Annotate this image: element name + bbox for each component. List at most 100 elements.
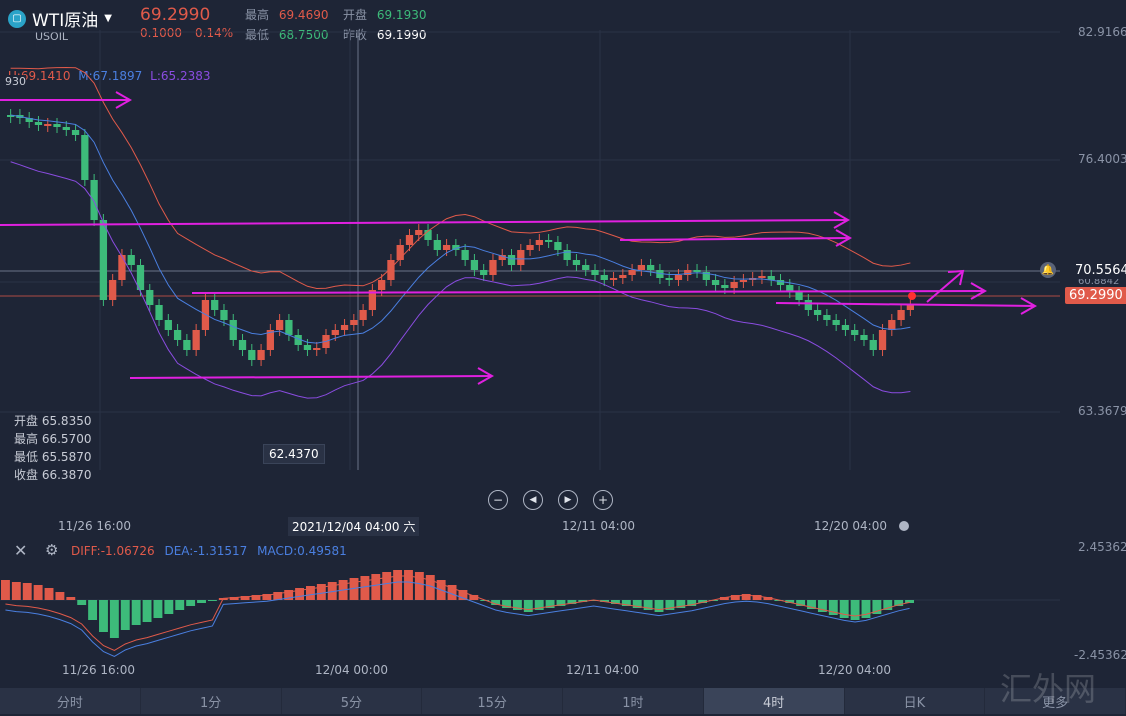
chevron-down-icon[interactable]: ▼ [104,13,112,24]
macd-bar [425,575,435,600]
candle-body [173,330,182,340]
macd-bar [752,595,762,600]
scroll-right-button[interactable]: ▶ [558,490,578,510]
symbol-name: WTI原油 [32,11,99,31]
bollinger-mid-line [10,114,911,344]
macd-bar [327,582,337,600]
candle-body [238,340,247,350]
candle-body [721,285,729,288]
macd-bar [109,600,119,638]
crosshair-ohlc: 开盘 65.8350 最高 66.5700 最低 65.5870 收盘 66.3… [14,412,91,484]
candle-body [378,280,386,290]
current-price-tag: 69.2990 [1065,287,1126,304]
macd-bar [207,600,217,601]
candle-body [517,250,525,265]
candle-body [220,310,228,320]
scroll-left-button[interactable]: ◀ [523,490,543,510]
macd-bar [545,600,555,608]
macd-bar [654,600,664,612]
candle-body [795,292,803,300]
candle-body [340,325,349,330]
tab-day[interactable]: 日K [845,688,986,714]
candle-body [405,235,414,245]
ohlc-open: 开盘 65.8350 [14,414,92,428]
macd-bar [523,600,533,612]
candle-body [275,320,284,330]
candle-body [665,278,673,280]
candle-body [609,278,618,280]
macd-bar [153,600,163,618]
settings-icon[interactable]: ⚙ [45,541,59,559]
annotation-arrow [926,271,963,303]
candle-body [470,260,479,270]
macd-bar [687,600,697,606]
tab-1h[interactable]: 1时 [563,688,704,714]
symbol-header[interactable]: ▢ WTI原油 ▼ [8,6,112,31]
tab-4h[interactable]: 4时 [703,688,845,714]
alert-bell-icon[interactable]: 🔔 [1040,262,1056,278]
candle-body [90,180,98,220]
candle-body [118,255,126,280]
candle-body [359,310,367,320]
candle-body [127,255,135,265]
candle-body [823,315,831,320]
close-icon[interactable]: ✕ [14,541,28,560]
annotation-arrowhead [115,91,133,109]
macd-chart[interactable] [0,555,1060,665]
macd-bar [807,600,816,609]
candle-body [461,250,469,260]
candle-body [693,270,701,272]
candle-body [7,115,15,117]
candle-body [313,348,321,350]
macd-bar [730,595,740,600]
candle-body [164,320,172,330]
macd-bar [1,580,10,600]
candle-body [81,135,89,180]
candle-body [674,275,683,280]
candle-body [637,265,646,270]
candle-body [906,305,914,310]
macd-bar [872,600,882,614]
macd-x-label: 12/04 00:00 [315,663,388,677]
macd-bar [817,600,827,612]
ohlc-close: 收盘 66.3870 [14,468,92,482]
candle-body [146,290,154,305]
bollinger-lower-line [10,161,911,399]
macd-dea-line [5,581,910,657]
candle-body [591,270,599,275]
macd-bar [295,588,304,600]
candle-body [656,270,664,278]
macd-diff-line [5,575,910,651]
candle-body [442,245,451,250]
tab-1m[interactable]: 1分 [141,688,282,714]
macd-bar [502,600,511,608]
zoom-out-button[interactable]: − [488,490,508,510]
min-price-label: 62.4370 [263,444,325,464]
candle-body [535,240,543,245]
bollinger-stub: 930 [5,75,26,88]
candle-body [387,260,395,280]
candle-body [211,300,219,310]
tab-15m[interactable]: 15分 [422,688,563,714]
macd-bar [621,600,631,606]
candle-body [897,310,905,320]
macd-bar [414,572,424,600]
candle-body [739,280,748,282]
watermark: 汇外网 [1000,670,1097,708]
candlestick-chart[interactable] [0,30,1060,470]
candle-body [62,127,70,130]
candle-body [257,350,265,360]
zoom-in-button[interactable]: + [593,490,613,510]
macd-y-top: 2.45362 [1078,540,1126,554]
macd-bar [512,600,522,610]
macd-bar [240,596,250,600]
x-axis-label: 11/26 16:00 [58,519,131,533]
tab-5m[interactable]: 5分 [282,688,423,714]
crosshair-price-label: 70.5564 [1072,262,1126,279]
candle-body [303,345,312,350]
macd-bar [262,594,272,600]
candle-body [109,280,117,300]
macd-bar [11,582,21,600]
candle-body [878,330,887,350]
tab-fenshi[interactable]: 分时 [0,688,141,714]
